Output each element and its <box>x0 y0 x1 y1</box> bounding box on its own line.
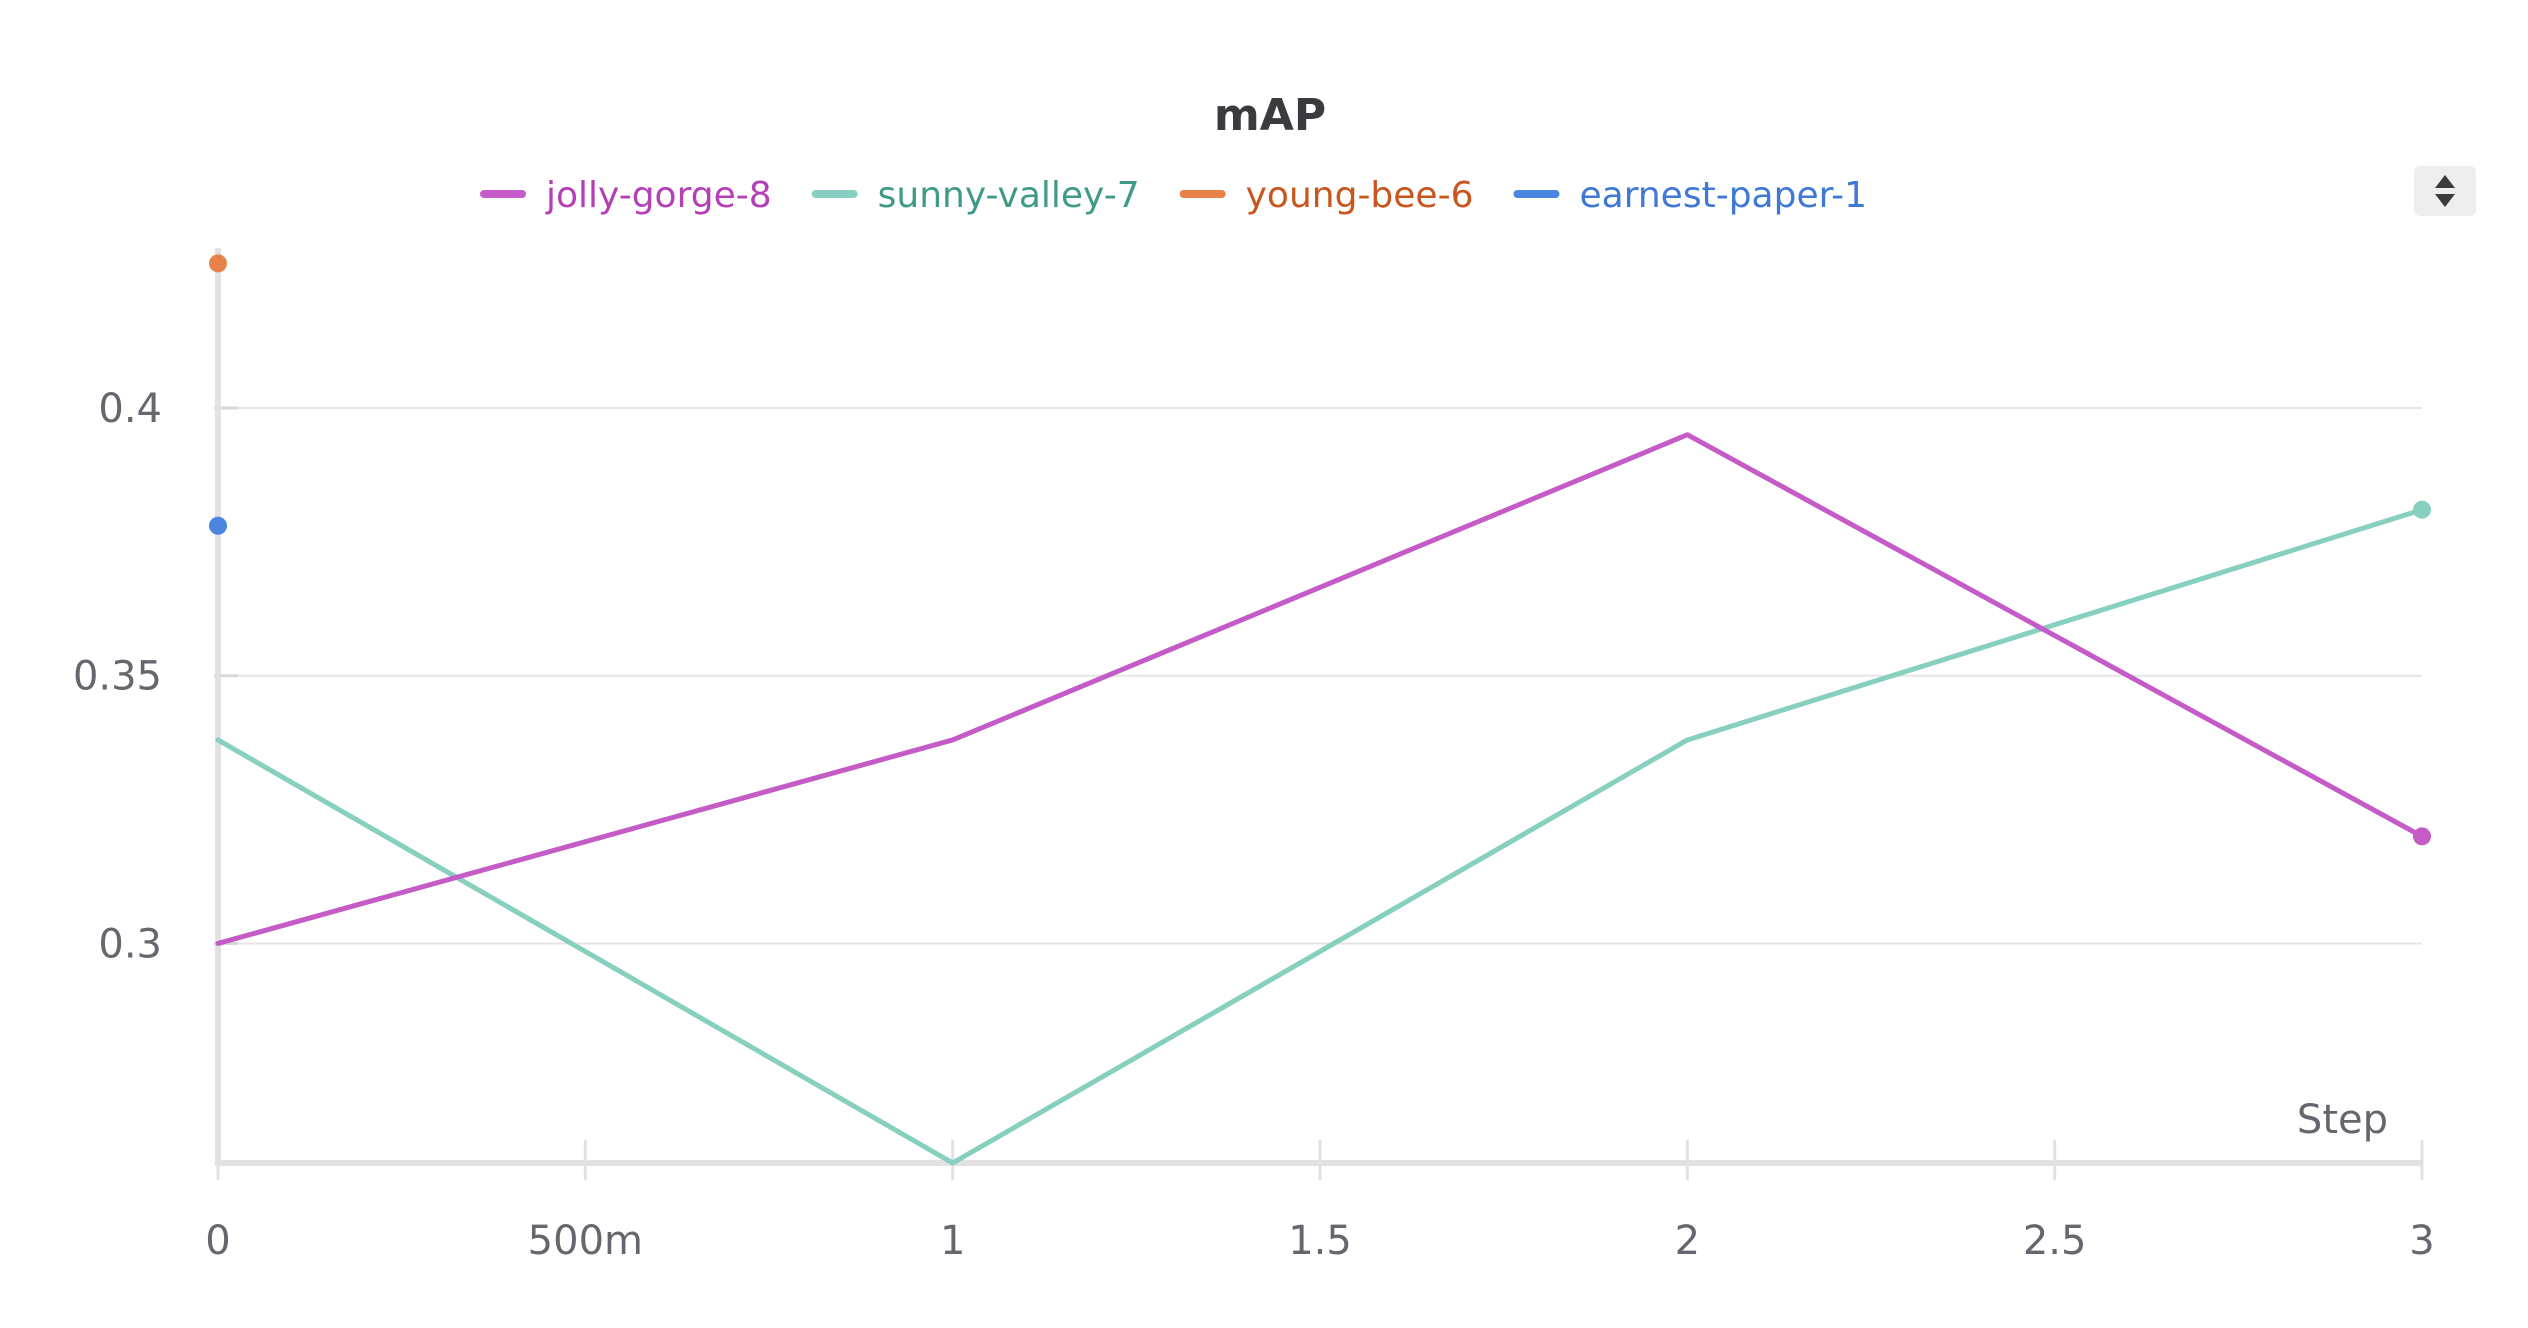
grid-lines: 0.3 0.35 0.4 <box>73 386 2422 967</box>
plot-area <box>209 254 2431 1166</box>
y-tick-label: 0.35 <box>73 654 162 700</box>
x-tick-label: 0 <box>205 1218 230 1264</box>
x-tick-label: 1 <box>940 1218 965 1264</box>
y-tick-label: 0.3 <box>98 921 162 967</box>
x-tick-label: 2 <box>1675 1218 1700 1264</box>
x-axis-title: Step <box>2297 1097 2388 1143</box>
legend-item-sunny-valley-7[interactable]: sunny-valley-7 <box>811 175 1140 216</box>
legend-label: earnest-paper-1 <box>1579 175 1867 216</box>
x-tick-label: 1.5 <box>1288 1218 1352 1264</box>
legend-item-jolly-gorge-8[interactable]: jolly-gorge-8 <box>480 175 772 216</box>
x-tick-label: 2.5 <box>2023 1218 2087 1264</box>
series-marker-jolly-gorge-8 <box>2413 827 2431 846</box>
legend: jolly-gorge-8 sunny-valley-7 young-bee-6 ea… <box>480 175 1867 216</box>
legend-label: young-bee-6 <box>1246 175 1474 216</box>
y-tick-label: 0.4 <box>98 386 162 432</box>
series-marker-young-bee-6 <box>209 254 227 273</box>
x-tick-label: 3 <box>2409 1218 2434 1264</box>
series-marker-sunny-valley-7 <box>2413 500 2431 519</box>
legend-item-young-bee-6[interactable]: young-bee-6 <box>1179 175 1474 216</box>
x-tick-label: 500m <box>528 1218 643 1264</box>
chart-title: mAP <box>1214 90 1326 141</box>
legend-label: sunny-valley-7 <box>878 175 1140 216</box>
series-line-jolly-gorge-8 <box>215 432 2425 946</box>
axes: 0 500m 1 1.5 2 2.5 3 <box>205 248 2435 1264</box>
sort-arrows-icon <box>2435 175 2455 207</box>
legend-label: jolly-gorge-8 <box>545 175 772 216</box>
legend-item-earnest-paper-1[interactable]: earnest-paper-1 <box>1513 175 1867 216</box>
series-line-sunny-valley-7 <box>215 507 2425 1166</box>
series-marker-earnest-paper-1 <box>209 516 227 535</box>
legend-scroll-button[interactable] <box>2414 166 2476 216</box>
